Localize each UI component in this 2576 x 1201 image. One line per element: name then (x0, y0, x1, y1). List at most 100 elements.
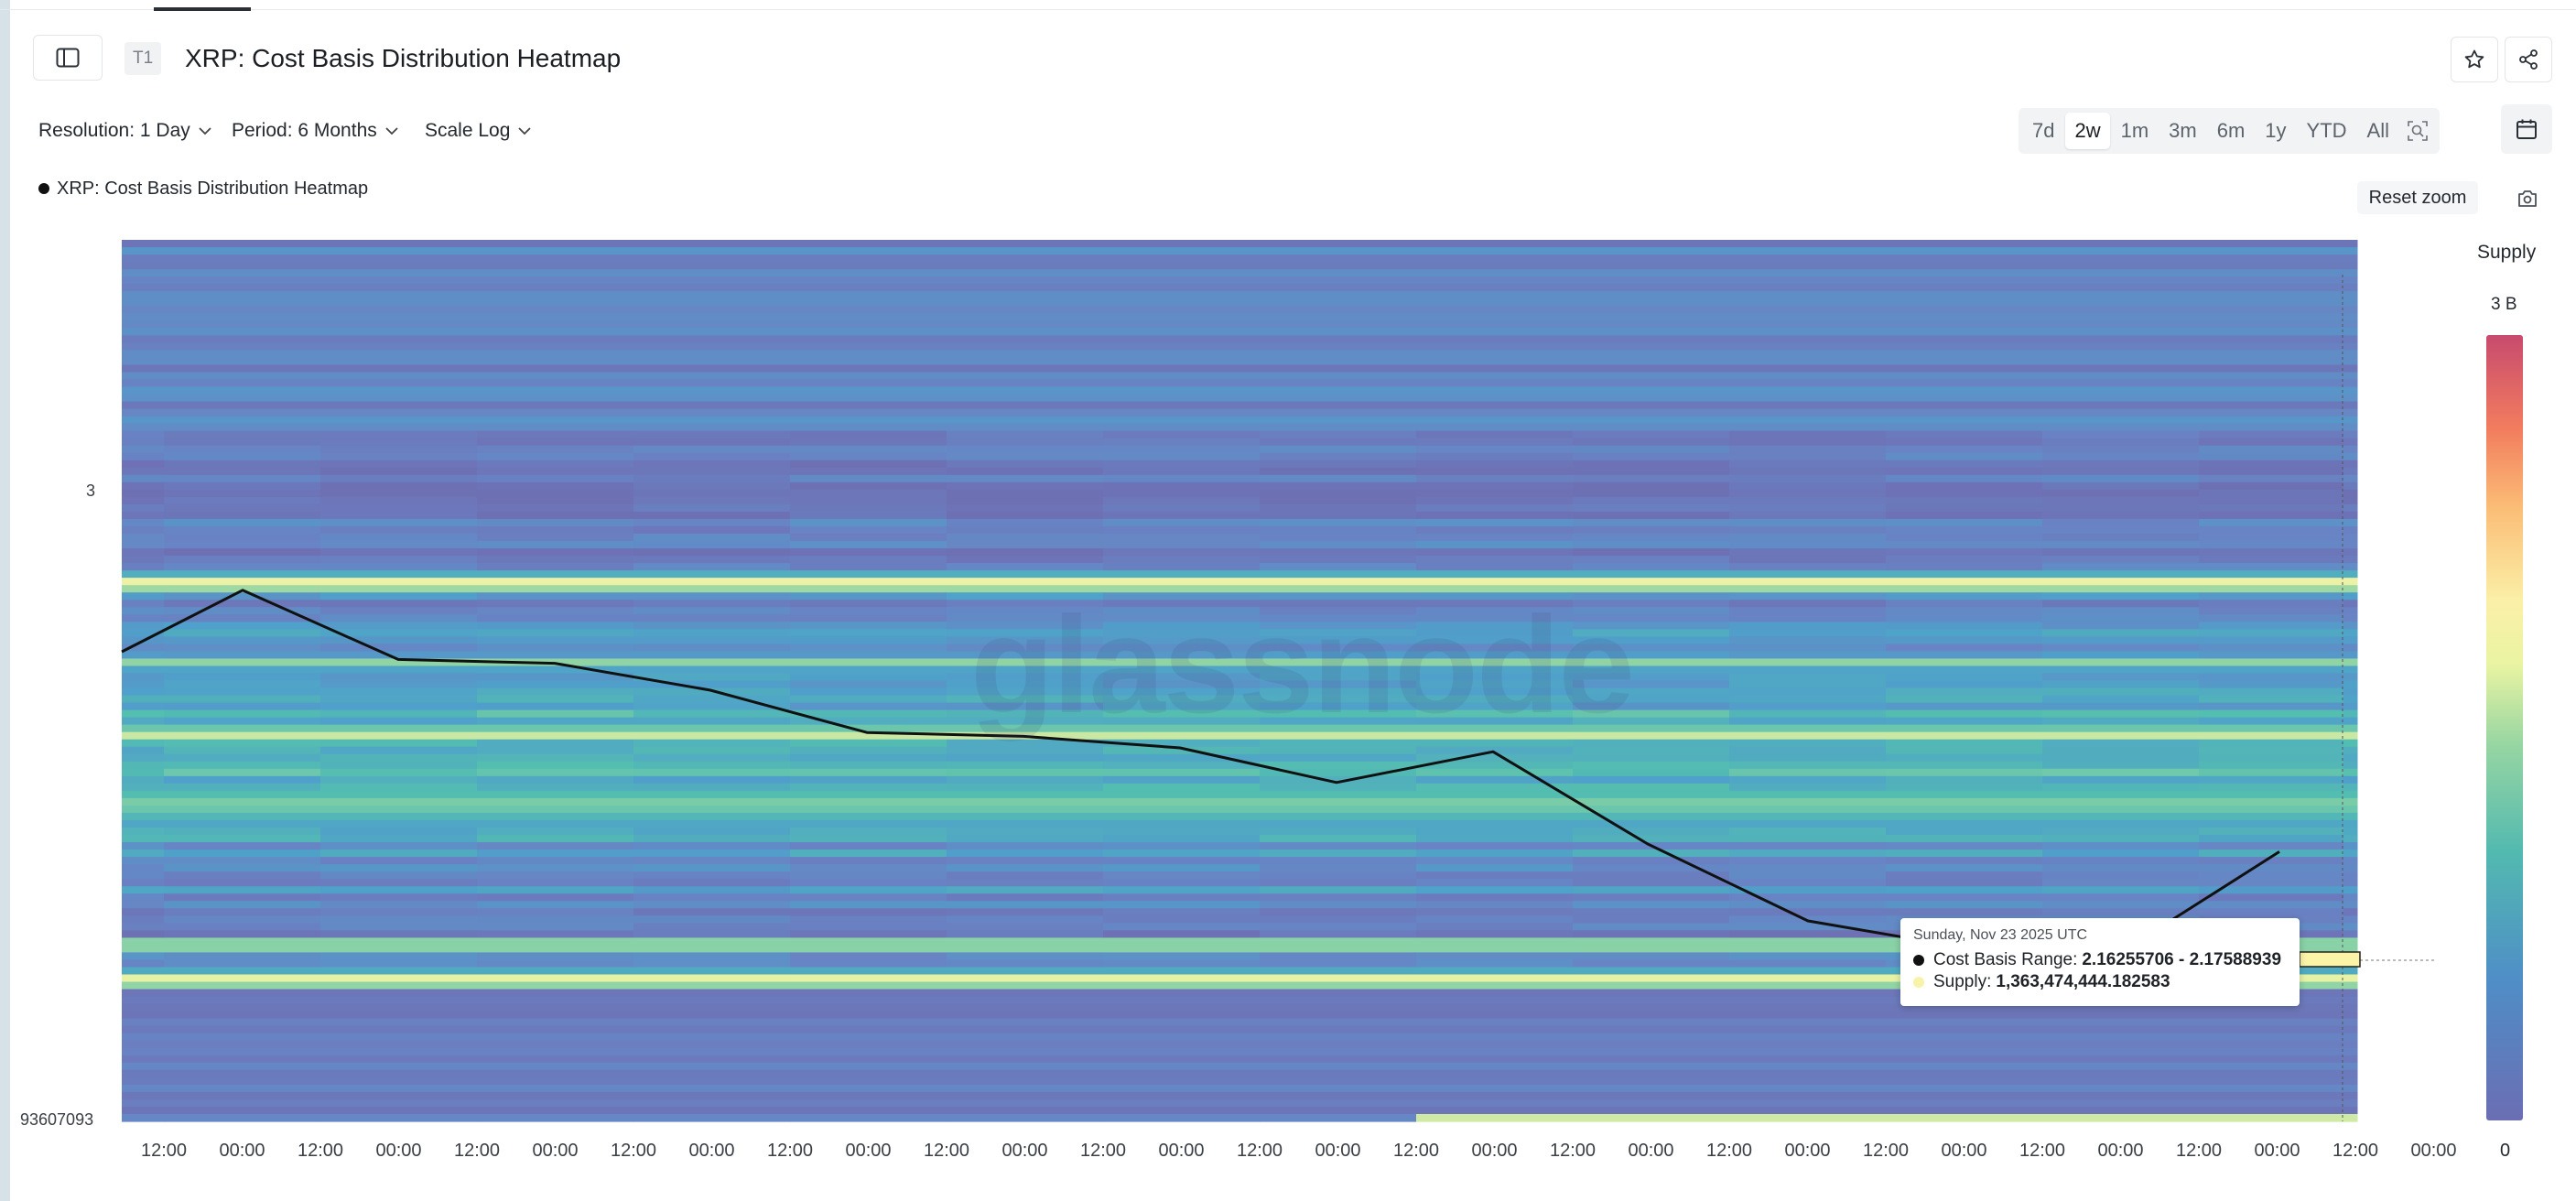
heat-cell (2199, 600, 2344, 608)
heat-cell (1573, 673, 1730, 682)
heat-cell (1886, 1077, 2043, 1086)
heat-cell (1573, 746, 1730, 755)
heat-cell (1103, 379, 1261, 388)
heat-cell (164, 687, 321, 697)
heat-cell (790, 775, 947, 784)
scale-dropdown[interactable]: Scale Log (425, 115, 532, 146)
heat-cell (1886, 430, 2043, 439)
heat-cell (1103, 636, 1261, 644)
range-3m[interactable]: 3m (2169, 119, 2197, 142)
heat-cell (633, 408, 791, 417)
heat-cell (1729, 614, 1887, 622)
heat-cell (477, 901, 634, 909)
heat-cell (1573, 724, 1730, 733)
heat-cell (2042, 481, 2200, 491)
range-6m[interactable]: 6m (2216, 119, 2246, 142)
heat-cell (790, 556, 947, 564)
heat-cell (947, 460, 1104, 469)
heat-cell (1103, 394, 1261, 403)
heat-cell (1886, 731, 2043, 741)
heat-cell (947, 665, 1104, 675)
heat-cell (1416, 857, 1574, 865)
heat-cell (1260, 423, 1417, 432)
heat-cell (1886, 622, 2043, 630)
heat-cell (477, 541, 634, 549)
heat-cell (1416, 306, 1574, 314)
heat-cell (2199, 614, 2344, 622)
heat-cell (122, 284, 165, 292)
heat-cell (320, 930, 478, 938)
heat-cell (1416, 474, 1574, 483)
calendar-button[interactable] (2501, 104, 2552, 154)
heat-cell (1260, 247, 1417, 255)
share-button[interactable] (2505, 37, 2552, 82)
heat-cell (320, 644, 478, 653)
heat-cell (633, 842, 791, 850)
range-ytd[interactable]: YTD (2306, 119, 2347, 142)
heat-cell (1260, 1113, 1417, 1122)
x-tick: 12:00 (1236, 1141, 1283, 1161)
heat-cell (1886, 503, 2043, 513)
heat-cell (1260, 658, 1417, 667)
heat-cell (790, 680, 947, 689)
heat-cell (1416, 1062, 1574, 1071)
heat-cell (1416, 548, 1574, 557)
heat-cell (2343, 989, 2358, 998)
period-label: Period: 6 Months (232, 120, 377, 141)
screenshot-button[interactable] (2512, 185, 2543, 212)
heat-cell (1729, 372, 1887, 381)
heat-cell (2042, 262, 2200, 270)
heat-cell (122, 746, 165, 755)
heat-cell (1573, 1011, 1730, 1020)
heat-cell (947, 1069, 1104, 1078)
heat-cell (1416, 871, 1574, 880)
heat-cell (1416, 989, 1574, 998)
heat-cell (164, 864, 321, 872)
heat-cell (1416, 262, 1574, 270)
range-all[interactable]: All (2366, 119, 2389, 142)
heat-cell (2042, 658, 2200, 667)
range-2w[interactable]: 2w (2065, 113, 2110, 149)
heat-cell (1729, 1062, 1887, 1071)
favorite-button[interactable] (2451, 37, 2498, 82)
heat-cell (2199, 460, 2344, 469)
heat-cell (2042, 600, 2200, 608)
heat-cell (164, 1040, 321, 1049)
resolution-dropdown[interactable]: Resolution: 1 Day (38, 115, 212, 146)
range-1m[interactable]: 1m (2120, 119, 2149, 142)
heat-cell (1886, 1040, 2043, 1049)
heat-cell (1729, 805, 1887, 814)
heat-cell (2042, 372, 2200, 381)
heat-cell (2343, 320, 2358, 329)
heat-cell (122, 644, 165, 653)
heat-cell (947, 886, 1104, 894)
calendar-icon (2516, 119, 2537, 139)
heat-cell (1573, 893, 1730, 902)
x-tick: 00:00 (1001, 1141, 1048, 1161)
heat-cell (320, 915, 478, 924)
zoom-search-button[interactable] (2399, 113, 2436, 149)
heat-cell (1886, 651, 2043, 660)
heat-cell (1103, 438, 1261, 447)
heat-cell (164, 386, 321, 395)
heat-cell (477, 739, 634, 748)
sidebar-toggle-button[interactable] (33, 35, 103, 81)
period-dropdown[interactable]: Period: 6 Months (232, 115, 399, 146)
heat-cell (1729, 724, 1887, 733)
heat-cell (947, 673, 1104, 682)
heat-cell (633, 1055, 791, 1064)
heat-cell (2042, 511, 2200, 520)
heat-cell (633, 372, 791, 381)
heat-cell (477, 607, 634, 615)
range-1y[interactable]: 1y (2265, 119, 2287, 142)
heat-cell (1729, 1011, 1887, 1020)
heat-cell (122, 518, 165, 527)
heat-cell (1729, 364, 1887, 373)
chart-legend[interactable]: XRP: Cost Basis Distribution Heatmap (38, 176, 368, 201)
range-7d[interactable]: 7d (2032, 119, 2055, 142)
reset-zoom-button[interactable]: Reset zoom (2357, 181, 2478, 214)
heat-cell (2343, 1106, 2358, 1115)
heat-cell (477, 687, 634, 697)
heat-cell (2343, 775, 2358, 784)
